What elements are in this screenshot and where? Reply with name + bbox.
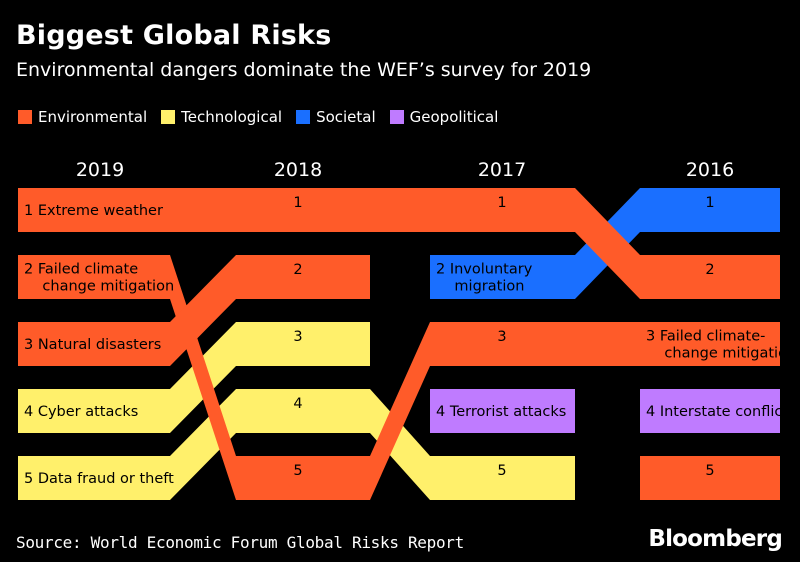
band-label-data-fraud-or-theft-2017: 5 [497, 463, 506, 479]
legend-label-geopolitical: Geopolitical [409, 108, 499, 126]
band-label-involuntary-migration-2017: 2 Involuntary migration [436, 262, 533, 295]
band-data-fraud-or-theft [18, 389, 575, 500]
bloomberg-logo: Bloomberg [648, 526, 782, 552]
legend: Environmental Technological Societal Geo… [18, 107, 512, 127]
legend-label-environmental: Environmental [38, 108, 148, 126]
band-label-extreme-weather-2019: 1 Extreme weather [24, 203, 163, 219]
band-label-extreme-weather-2018: 1 [293, 195, 302, 211]
legend-item-geopolitical: Geopolitical [389, 108, 499, 126]
band-label-failed-climate-change-mitigation-2016: 3 Failed climate- change mitigation [646, 329, 796, 362]
band-label-extreme-weather-2017: 1 [497, 195, 506, 211]
year-header-2017: 2017 [478, 159, 526, 181]
bands-layer [18, 188, 780, 500]
band-label-natural-disasters-2016: 5 [705, 463, 714, 479]
year-header-2018: 2018 [274, 159, 322, 181]
band-label-data-fraud-or-theft-2018: 4 [293, 396, 302, 412]
legend-item-environmental: Environmental [18, 108, 147, 126]
band-label-failed-climate-change-mitigation-2018: 5 [293, 463, 302, 479]
chart-subtitle: Environmental dangers dominate the WEF’s… [16, 59, 592, 81]
legend-swatch-technological [161, 110, 176, 124]
band-failed-climate-change-mitigation [18, 255, 780, 500]
band-label-data-fraud-or-theft-2019: 5 Data fraud or theft [24, 471, 174, 487]
labels-layer: 4 Terrorist attacks 4 Interstate conflict… [24, 195, 796, 487]
band-interstate-conflict [640, 389, 780, 433]
legend-item-technological: Technological [161, 108, 282, 126]
band-terrorist-attacks [430, 389, 575, 433]
band-label-natural-disasters-2019: 3 Natural disasters [24, 337, 161, 353]
band-label-interstate-conflict-2016: 4 Interstate conflict [646, 404, 788, 420]
year-headers-layer: 2019 2018 2017 2016 [76, 159, 734, 181]
band-label-involuntary-migration-2016: 1 [705, 195, 714, 211]
legend-label-technological: Technological [181, 108, 283, 126]
source-note: Source: World Economic Forum Global Risk… [16, 533, 464, 552]
legend-label-societal: Societal [316, 108, 376, 126]
band-label-cyber-attacks-2018: 3 [293, 329, 302, 345]
band-label-natural-disasters-2018: 2 [293, 262, 302, 278]
band-natural-disasters-part-2 [640, 456, 780, 500]
band-label-extreme-weather-2016: 2 [705, 262, 714, 278]
chart-title: Biggest Global Risks [16, 20, 332, 51]
band-natural-disasters-part-1 [18, 255, 370, 366]
year-header-2019: 2019 [76, 159, 124, 181]
legend-item-societal: Societal [296, 108, 376, 126]
band-label-terrorist-attacks-2017: 4 Terrorist attacks [436, 404, 566, 420]
legend-swatch-societal [296, 110, 311, 124]
band-cyber-attacks [18, 322, 370, 433]
band-label-failed-climate-change-mitigation-2017: 3 [497, 329, 506, 345]
band-label-failed-climate-change-mitigation-2019: 2 Failed climate change mitigation [24, 262, 174, 295]
legend-swatch-geopolitical [389, 110, 404, 124]
band-extreme-weather [18, 188, 780, 299]
band-label-cyber-attacks-2019: 4 Cyber attacks [24, 404, 138, 420]
year-header-2016: 2016 [686, 159, 734, 181]
legend-swatch-environmental [18, 110, 32, 124]
